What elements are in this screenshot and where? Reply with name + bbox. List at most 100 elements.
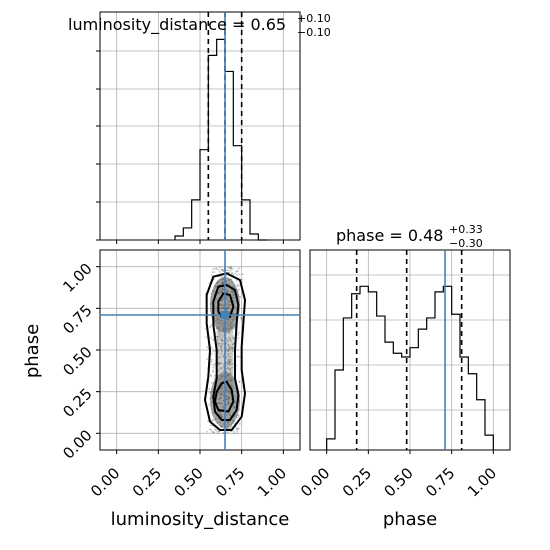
scatter-point <box>231 289 233 292</box>
scatter-point <box>227 421 230 424</box>
scatter-point <box>230 372 233 375</box>
scatter-point <box>210 358 213 361</box>
scatter-point <box>229 325 231 327</box>
scatter-point <box>236 430 238 433</box>
scatter-point <box>225 404 228 406</box>
scatter-point <box>231 272 234 274</box>
scatter-point <box>234 401 237 404</box>
scatter-point <box>231 290 234 292</box>
scatter-point <box>241 278 244 281</box>
scatter-point <box>225 371 228 374</box>
scatter-point <box>222 307 225 310</box>
scatter-point <box>211 401 213 404</box>
scatter-point <box>221 379 224 382</box>
scatter-point <box>237 355 240 358</box>
scatter-point <box>216 316 218 319</box>
scatter-point <box>208 388 211 390</box>
histogram-step <box>326 285 494 450</box>
scatter-point <box>222 304 225 307</box>
scatter-point <box>229 356 232 359</box>
scatter-point <box>221 324 224 327</box>
scatter-point <box>220 349 223 352</box>
scatter-point <box>229 269 232 272</box>
scatter-point <box>232 341 235 344</box>
scatter-point <box>237 331 240 334</box>
scatter-point <box>229 327 232 330</box>
scatter-point <box>237 414 240 417</box>
scatter-point <box>227 323 230 326</box>
scatter-point <box>220 334 223 336</box>
scatter-point <box>231 344 234 346</box>
scatter-point <box>217 335 220 338</box>
scatter-point <box>225 367 228 370</box>
scatter-point <box>219 397 222 399</box>
scatter-point <box>220 425 223 427</box>
scatter-point <box>229 322 232 325</box>
luminosity-distance-marginal-panel <box>96 11 301 244</box>
scatter-point <box>227 269 229 272</box>
scatter-point <box>238 380 241 383</box>
scatter-point <box>225 362 228 365</box>
scatter-point <box>227 327 230 330</box>
scatter-point <box>229 361 231 363</box>
scatter-point <box>218 327 221 330</box>
scatter-point <box>226 391 228 394</box>
scatter-point <box>222 405 225 408</box>
x-axis-label-luminosity-distance: luminosity_distance <box>111 509 290 530</box>
scatter-point <box>232 343 235 346</box>
scatter-point <box>219 421 221 424</box>
scatter-point <box>219 377 222 380</box>
scatter-point <box>231 419 234 422</box>
scatter-point <box>226 303 229 305</box>
scatter-point <box>218 411 221 413</box>
scatter-point <box>216 430 219 433</box>
scatter-point <box>229 321 232 324</box>
scatter-point <box>214 350 217 352</box>
scatter-point <box>212 412 215 415</box>
scatter-point <box>210 363 213 366</box>
scatter-point <box>229 346 231 349</box>
scatter-point <box>228 372 231 374</box>
scatter-point <box>228 283 231 286</box>
scatter-point <box>220 393 223 396</box>
scatter-point <box>239 356 241 359</box>
scatter-point <box>220 346 222 349</box>
scatter-point <box>217 349 220 352</box>
scatter-point <box>226 363 229 366</box>
scatter-point <box>229 352 232 355</box>
scatter-point <box>212 366 215 369</box>
scatter-point <box>232 285 234 288</box>
scatter-point <box>227 426 229 429</box>
scatter-point <box>218 402 221 404</box>
scatter-point <box>231 422 234 424</box>
scatter-point <box>226 423 229 426</box>
scatter-point <box>233 420 235 423</box>
scatter-point <box>212 268 215 270</box>
scatter-point <box>226 362 229 364</box>
scatter-point <box>219 336 221 338</box>
scatter-point <box>220 287 223 290</box>
scatter-point <box>227 359 230 362</box>
scatter-point <box>230 379 233 382</box>
scatter-point <box>221 415 223 418</box>
scatter-point <box>236 273 239 276</box>
scatter-point <box>227 374 230 377</box>
scatter-point <box>231 350 234 353</box>
scatter-point <box>237 295 240 298</box>
scatter-point <box>221 339 224 342</box>
scatter-point <box>227 397 230 399</box>
scatter-point <box>222 356 225 358</box>
scatter-point <box>226 339 229 342</box>
scatter-point <box>228 348 231 351</box>
scatter-point <box>240 316 243 319</box>
scatter-point <box>220 269 223 271</box>
y-axis-label-phase: phase <box>22 324 43 378</box>
scatter-point <box>220 304 223 307</box>
x-tick-label-phase: 0.50 <box>380 464 416 500</box>
scatter-point <box>213 285 216 288</box>
scatter-point <box>229 368 232 370</box>
scatter-point <box>231 347 234 350</box>
scatter-point <box>227 398 230 401</box>
scatter-point <box>215 429 218 431</box>
scatter-point <box>237 427 240 430</box>
